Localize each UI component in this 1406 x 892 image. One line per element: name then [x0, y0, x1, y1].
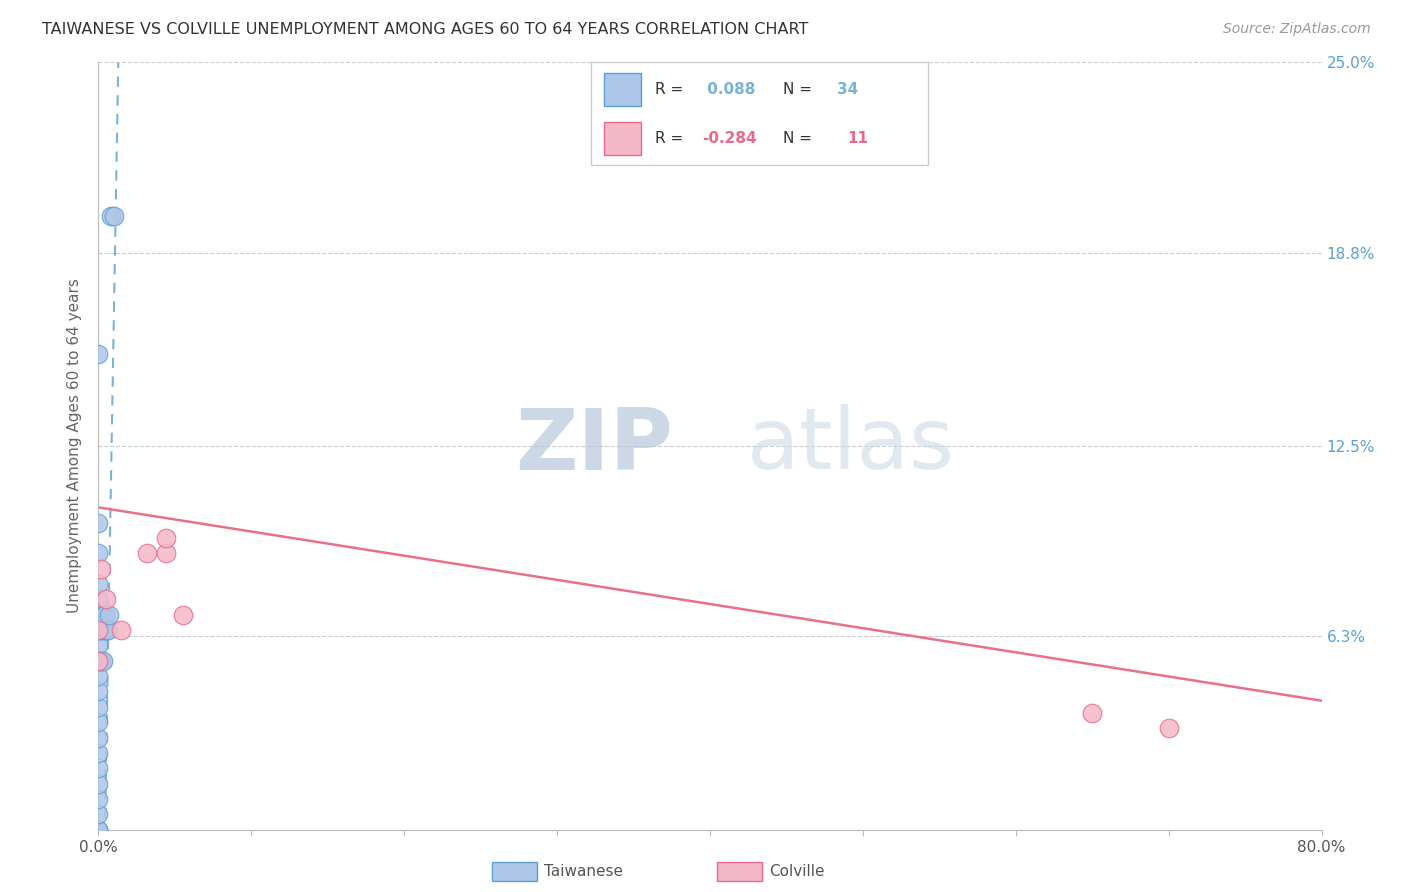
Point — [91, 654, 114, 668]
Text: Source: ZipAtlas.com: Source: ZipAtlas.com — [1223, 22, 1371, 37]
FancyBboxPatch shape — [605, 73, 641, 105]
Text: ZIP: ZIP — [516, 404, 673, 488]
Point — [1081, 706, 1104, 720]
Point — [87, 639, 110, 653]
Point — [87, 822, 110, 837]
Point — [87, 669, 110, 683]
Point — [87, 654, 110, 668]
Point — [87, 623, 110, 637]
Point — [91, 623, 114, 637]
Text: R =: R = — [655, 81, 688, 96]
Text: 0.088: 0.088 — [702, 81, 755, 96]
Point — [97, 623, 120, 637]
Text: 11: 11 — [846, 131, 868, 146]
Text: N =: N = — [783, 131, 817, 146]
Point — [87, 654, 110, 668]
Text: R =: R = — [655, 131, 688, 146]
Point — [87, 731, 110, 745]
Point — [87, 776, 110, 790]
Point — [87, 807, 110, 822]
Point — [87, 684, 110, 698]
Point — [87, 761, 110, 775]
Point — [90, 623, 112, 637]
Y-axis label: Unemployment Among Ages 60 to 64 years: Unemployment Among Ages 60 to 64 years — [67, 278, 83, 614]
Point — [87, 347, 110, 361]
Point — [100, 209, 122, 223]
Point — [87, 546, 110, 560]
Point — [87, 607, 110, 622]
Point — [110, 623, 132, 637]
Point — [87, 623, 110, 637]
Point — [155, 531, 177, 545]
Point — [87, 699, 110, 714]
Point — [87, 746, 110, 760]
Point — [94, 623, 117, 637]
Point — [155, 546, 177, 560]
Text: N =: N = — [783, 81, 817, 96]
FancyBboxPatch shape — [591, 62, 928, 165]
Point — [93, 623, 115, 637]
Point — [1157, 721, 1180, 735]
Point — [172, 607, 194, 622]
Point — [94, 592, 117, 607]
Text: 34: 34 — [837, 81, 858, 96]
Point — [87, 715, 110, 730]
Point — [93, 607, 115, 622]
Text: Taiwanese: Taiwanese — [544, 864, 623, 879]
Point — [87, 792, 110, 806]
Point — [87, 516, 110, 530]
Point — [90, 654, 112, 668]
Text: Colville: Colville — [769, 864, 824, 879]
Text: -0.284: -0.284 — [702, 131, 756, 146]
Point — [103, 209, 125, 223]
Point — [87, 822, 110, 837]
Point — [90, 562, 112, 576]
Text: atlas: atlas — [747, 404, 955, 488]
FancyBboxPatch shape — [605, 122, 641, 155]
Point — [136, 546, 159, 560]
Text: TAIWANESE VS COLVILLE UNEMPLOYMENT AMONG AGES 60 TO 64 YEARS CORRELATION CHART: TAIWANESE VS COLVILLE UNEMPLOYMENT AMONG… — [42, 22, 808, 37]
Point — [98, 607, 121, 622]
Point — [87, 577, 110, 591]
Point — [91, 607, 114, 622]
Point — [87, 822, 110, 837]
Point — [87, 592, 110, 607]
